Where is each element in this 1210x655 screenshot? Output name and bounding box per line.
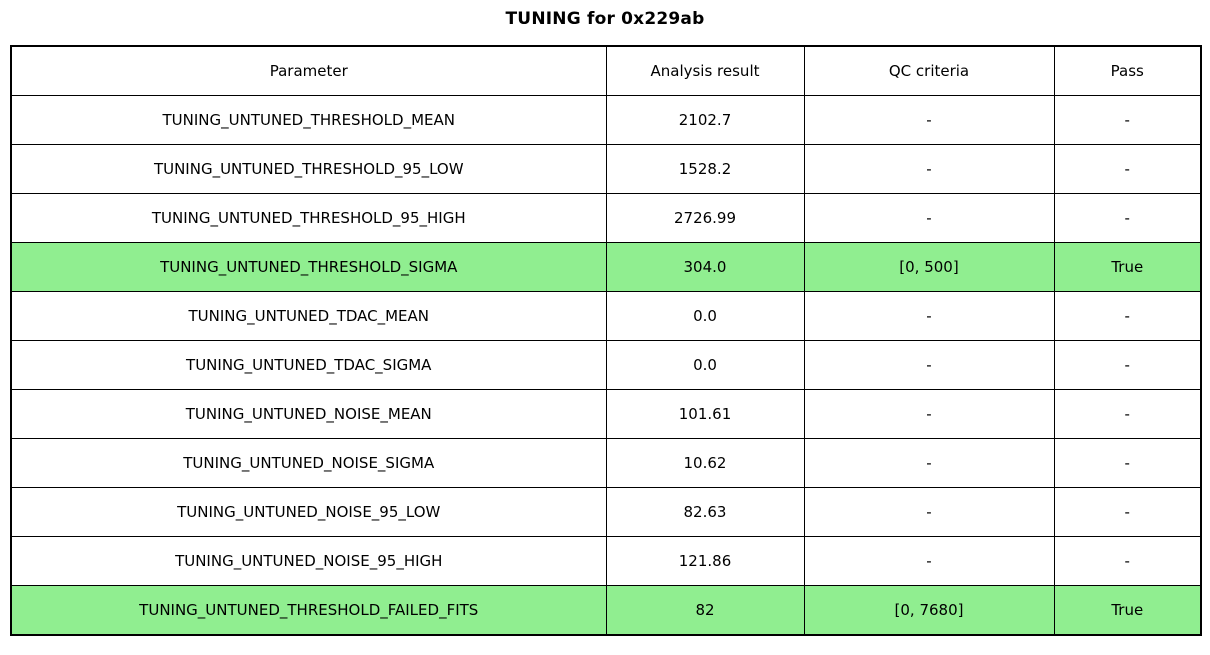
page-title: TUNING for 0x229ab	[505, 9, 705, 29]
cell-parameter: TUNING_UNTUNED_THRESHOLD_FAILED_FITS	[10, 585, 607, 636]
cell-pass: -	[1053, 340, 1202, 390]
cell-analysis-result: 1528.2	[605, 144, 805, 194]
cell-parameter: TUNING_UNTUNED_THRESHOLD_MEAN	[10, 95, 607, 145]
cell-parameter: TUNING_UNTUNED_NOISE_95_LOW	[10, 487, 607, 537]
cell-parameter: TUNING_UNTUNED_THRESHOLD_95_LOW	[10, 144, 607, 194]
cell-qc-criteria: -	[803, 438, 1055, 488]
cell-pass: -	[1053, 95, 1202, 145]
cell-parameter: TUNING_UNTUNED_NOISE_95_HIGH	[10, 536, 607, 586]
table-row: TUNING_UNTUNED_NOISE_SIGMA 10.62- -	[10, 438, 1202, 488]
cell-qc-criteria: [0, 7680]	[803, 585, 1055, 636]
cell-analysis-result: 2726.99	[605, 193, 805, 243]
cell-pass: -	[1053, 487, 1202, 537]
cell-parameter: TUNING_UNTUNED_NOISE_SIGMA	[10, 438, 607, 488]
cell-pass: -	[1053, 193, 1202, 243]
cell-analysis-result: 82	[605, 585, 805, 636]
column-header-qc-criteria: QC criteria	[803, 45, 1055, 96]
table-row: TUNING_UNTUNED_NOISE_95_LOW 82.63- -	[10, 487, 1202, 537]
cell-parameter: TUNING_UNTUNED_TDAC_SIGMA	[10, 340, 607, 390]
cell-pass: True	[1053, 242, 1202, 292]
table-row: TUNING_UNTUNED_TDAC_MEAN 0.0- -	[10, 291, 1202, 341]
cell-pass: -	[1053, 144, 1202, 194]
cell-analysis-result: 10.62	[605, 438, 805, 488]
cell-analysis-result: 121.86	[605, 536, 805, 586]
cell-qc-criteria: -	[803, 536, 1055, 586]
cell-qc-criteria: -	[803, 144, 1055, 194]
cell-qc-criteria: -	[803, 193, 1055, 243]
table-row: TUNING_UNTUNED_THRESHOLD_FAILED_FITS 82 [0…	[10, 585, 1202, 636]
table-row: TUNING_UNTUNED_NOISE_95_HIGH 121.86- -	[10, 536, 1202, 586]
header-row: Parameter Analysis result QC criteria Pa…	[10, 45, 1202, 96]
cell-parameter: TUNING_UNTUNED_TDAC_MEAN	[10, 291, 607, 341]
cell-qc-criteria: -	[803, 95, 1055, 145]
column-header-pass: Pass	[1053, 45, 1202, 96]
cell-qc-criteria: -	[803, 340, 1055, 390]
cell-analysis-result: 101.61	[605, 389, 805, 439]
column-header-analysis-result: Analysis result	[605, 45, 805, 96]
table-row: TUNING_UNTUNED_TDAC_SIGMA 0.0- -	[10, 340, 1202, 390]
cell-pass: -	[1053, 389, 1202, 439]
cell-qc-criteria: -	[803, 389, 1055, 439]
cell-pass: -	[1053, 536, 1202, 586]
table-row: TUNING_UNTUNED_THRESHOLD_MEAN 2102.7- -	[10, 95, 1202, 145]
cell-analysis-result: 82.63	[605, 487, 805, 537]
table-row: TUNING_UNTUNED_THRESHOLD_SIGMA 304.0 [0, 5…	[10, 242, 1202, 292]
cell-qc-criteria: -	[803, 487, 1055, 537]
cell-parameter: TUNING_UNTUNED_NOISE_MEAN	[10, 389, 607, 439]
cell-parameter: TUNING_UNTUNED_THRESHOLD_95_HIGH	[10, 193, 607, 243]
cell-qc-criteria: [0, 500]	[803, 242, 1055, 292]
cell-analysis-result: 0.0	[605, 291, 805, 341]
table-row: TUNING_UNTUNED_THRESHOLD_95_LOW 1528.2- -	[10, 144, 1202, 194]
cell-pass: -	[1053, 438, 1202, 488]
cell-pass: -	[1053, 291, 1202, 341]
cell-qc-criteria: -	[803, 291, 1055, 341]
cell-analysis-result: 304.0	[605, 242, 805, 292]
column-header-parameter: Parameter	[10, 45, 607, 96]
cell-analysis-result: 2102.7	[605, 95, 805, 145]
cell-analysis-result: 0.0	[605, 340, 805, 390]
table-row: TUNING_UNTUNED_NOISE_MEAN 101.61- -	[10, 389, 1202, 439]
qc-table: Parameter Analysis result QC criteria Pa…	[10, 45, 1202, 636]
cell-pass: True	[1053, 585, 1202, 636]
cell-parameter: TUNING_UNTUNED_THRESHOLD_SIGMA	[10, 242, 607, 292]
table-row: TUNING_UNTUNED_THRESHOLD_95_HIGH 2726.99-…	[10, 193, 1202, 243]
